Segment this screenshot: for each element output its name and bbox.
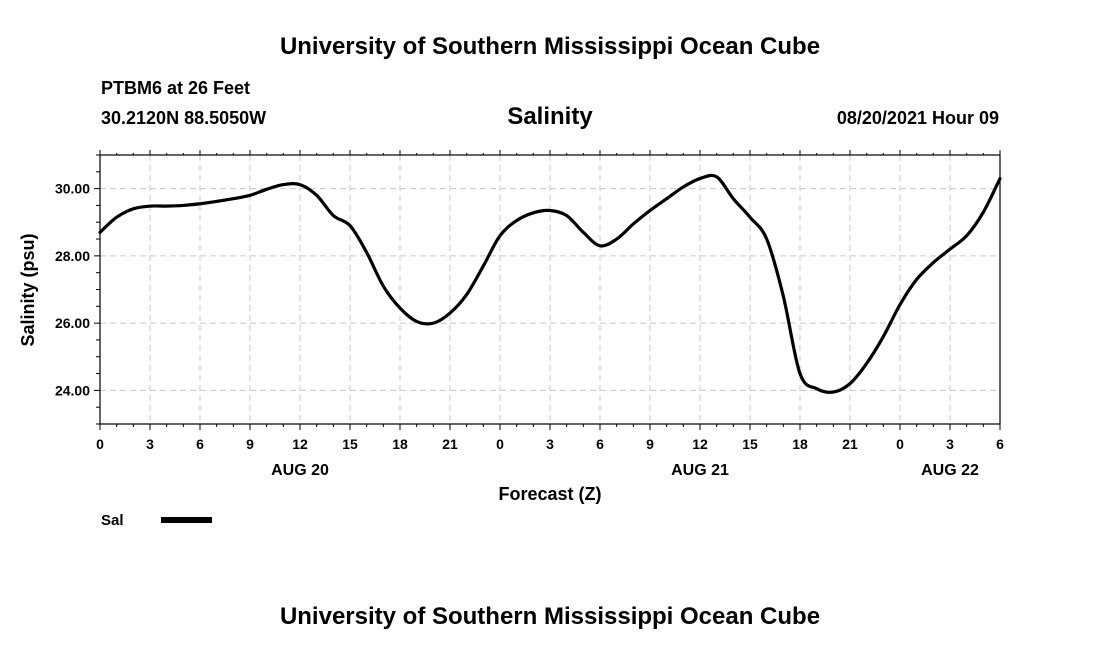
axes: 24.00 26.00 28.00 30.00 0 3 6 9 12 15 18 21 0 3 6 9 12 15…: [55, 150, 1004, 479]
x-tick-label: 3: [146, 436, 154, 452]
y-tick-label: 28.00: [55, 248, 90, 264]
datetime-label: 08/20/2021 Hour 09: [837, 108, 999, 128]
legend-label-sal: Sal: [101, 512, 124, 529]
page-title: University of Southern Mississippi Ocean…: [280, 33, 820, 60]
x-tick-label: 12: [692, 436, 708, 452]
x-tick-label: 0: [896, 436, 904, 452]
x-tick-label: 3: [546, 436, 554, 452]
x-tick-label: 21: [842, 436, 858, 452]
x-tick-label: 18: [392, 436, 408, 452]
date-label: AUG 21: [671, 462, 729, 479]
chart-title: Salinity: [507, 103, 593, 130]
series-line-sal: [98, 173, 1002, 394]
legend: Sal: [101, 512, 212, 529]
x-tick-label: 9: [246, 436, 254, 452]
date-label: AUG 22: [921, 462, 979, 479]
y-tick-label: 24.00: [55, 382, 90, 398]
x-tick-label: 6: [996, 436, 1004, 452]
y-axis-label: Salinity (psu): [18, 233, 38, 346]
x-axis-label: Forecast (Z): [498, 484, 601, 504]
x-tick-label: 9: [646, 436, 654, 452]
y-tick-label: 26.00: [55, 315, 90, 331]
x-tick-label: 18: [792, 436, 808, 452]
x-tick-label: 3: [946, 436, 954, 452]
x-tick-label: 6: [196, 436, 204, 452]
x-tick-label: 21: [442, 436, 458, 452]
y-tick-label: 30.00: [55, 181, 90, 197]
station-label: PTBM6 at 26 Feet: [101, 78, 250, 98]
x-tick-label: 6: [596, 436, 604, 452]
x-tick-label: 15: [342, 436, 358, 452]
x-tick-label: 0: [496, 436, 504, 452]
date-label: AUG 20: [271, 462, 329, 479]
grid: [100, 155, 1000, 424]
series-layer: [98, 173, 1002, 394]
x-tick-label: 12: [292, 436, 308, 452]
coordinates-label: 30.2120N 88.5050W: [101, 108, 266, 128]
footer-title: University of Southern Mississippi Ocean…: [280, 603, 820, 630]
x-tick-label: 15: [742, 436, 758, 452]
x-tick-label: 0: [96, 436, 104, 452]
